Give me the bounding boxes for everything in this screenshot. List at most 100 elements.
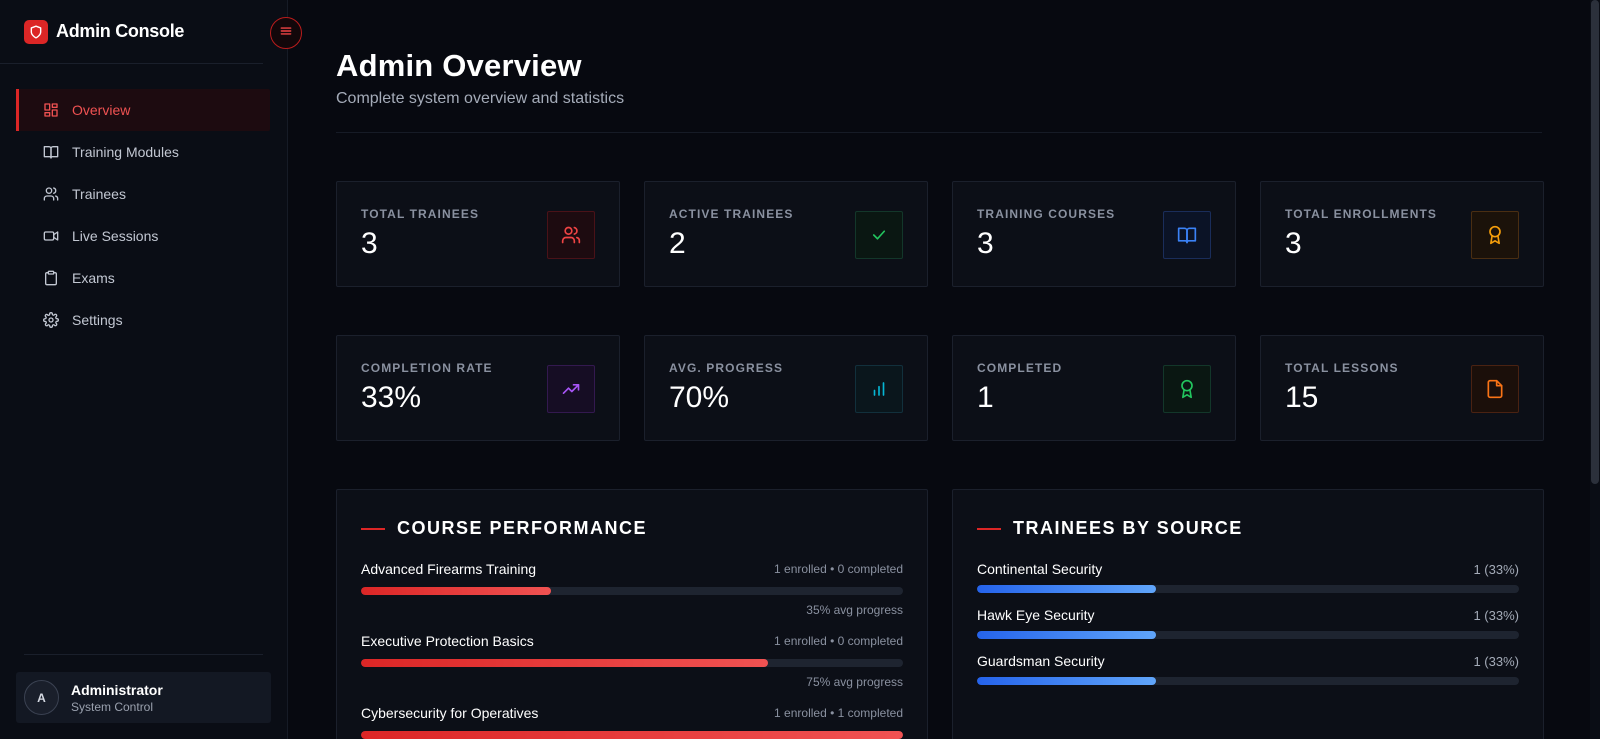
- sidebar: Admin Console Overview Training Modules …: [0, 0, 288, 739]
- menu-icon: [279, 24, 293, 43]
- stat-label: AVG. PROGRESS: [669, 361, 784, 375]
- stats-row-1: TOTAL TRAINEES 3 ACTIVE TRAINEES 2 TRAIN…: [336, 181, 1544, 287]
- user-role: System Control: [71, 699, 154, 714]
- sidebar-item-label: Training Modules: [72, 144, 179, 160]
- source-count: 1 (33%): [1473, 607, 1519, 623]
- video-icon: [43, 228, 59, 244]
- progress-bar: [361, 659, 903, 667]
- source-row[interactable]: Guardsman Security 1 (33%): [977, 653, 1519, 685]
- scrollbar-thumb[interactable]: [1591, 0, 1599, 484]
- course-performance-panel: COURSE PERFORMANCE Advanced Firearms Tra…: [336, 489, 928, 739]
- stat-label: TOTAL TRAINEES: [361, 207, 480, 221]
- stat-label: TRAINING COURSES: [977, 207, 1116, 221]
- file-icon: [1471, 365, 1519, 413]
- brand-title: Admin Console: [56, 21, 185, 41]
- user-profile-card[interactable]: A Administrator System Control: [16, 672, 271, 723]
- sidebar-item-label: Overview: [72, 102, 131, 118]
- course-row[interactable]: Cybersecurity for Operatives 1 enrolled …: [361, 705, 903, 739]
- book-icon: [43, 144, 59, 160]
- source-name: Guardsman Security: [977, 653, 1105, 669]
- dashboard-icon: [43, 102, 59, 118]
- page-header: Admin Overview Complete system overview …: [336, 48, 1542, 108]
- sidebar-item-exams[interactable]: Exams: [16, 257, 270, 299]
- page-subtitle: Complete system overview and statistics: [336, 90, 625, 107]
- stat-card-total-enrollments: TOTAL ENROLLMENTS 3: [1260, 181, 1544, 287]
- stat-card-active-trainees: ACTIVE TRAINEES 2: [644, 181, 928, 287]
- progress-bar: [977, 585, 1519, 593]
- page-scrollbar[interactable]: [1590, 0, 1600, 739]
- stat-label: ACTIVE TRAINEES: [669, 207, 794, 221]
- stat-value: 3: [977, 227, 994, 260]
- stat-label: TOTAL ENROLLMENTS: [1285, 207, 1438, 221]
- users-icon: [547, 211, 595, 259]
- source-row[interactable]: Hawk Eye Security 1 (33%): [977, 607, 1519, 639]
- accent-dash: [977, 527, 1001, 530]
- course-name: Advanced Firearms Training: [361, 561, 537, 577]
- medal-icon: [1163, 365, 1211, 413]
- stat-value: 3: [361, 227, 378, 260]
- source-count: 1 (33%): [1473, 561, 1519, 577]
- sidebar-item-label: Exams: [72, 270, 115, 286]
- sidebar-item-trainees[interactable]: Trainees: [16, 173, 270, 215]
- stat-card-completed: COMPLETED 1: [952, 335, 1236, 441]
- sidebar-nav: Overview Training Modules Trainees Live …: [0, 64, 287, 341]
- course-progress-label: 35% avg progress: [806, 603, 903, 617]
- shield-icon: [24, 19, 48, 44]
- sidebar-item-settings[interactable]: Settings: [16, 299, 270, 341]
- source-row[interactable]: Continental Security 1 (33%): [977, 561, 1519, 593]
- user-info: Administrator System Control: [71, 682, 163, 714]
- progress-bar: [361, 731, 903, 739]
- progress-fill: [977, 585, 1156, 593]
- sidebar-item-label: Live Sessions: [72, 228, 159, 244]
- stat-card-completion-rate: COMPLETION RATE 33%: [336, 335, 620, 441]
- source-name: Continental Security: [977, 561, 1103, 577]
- course-row[interactable]: Advanced Firearms Training 1 enrolled • …: [361, 561, 903, 617]
- course-meta: 1 enrolled • 0 completed: [774, 562, 903, 576]
- course-meta: 1 enrolled • 0 completed: [774, 634, 903, 648]
- stat-value: 2: [669, 227, 686, 260]
- sidebar-item-live-sessions[interactable]: Live Sessions: [16, 215, 270, 257]
- progress-fill: [977, 677, 1156, 685]
- brand[interactable]: Admin Console: [0, 0, 263, 64]
- stat-card-total-trainees: TOTAL TRAINEES 3: [336, 181, 620, 287]
- stat-value: 1: [977, 381, 994, 414]
- progress-fill: [361, 659, 768, 667]
- progress-bar: [977, 631, 1519, 639]
- course-name: Executive Protection Basics: [361, 633, 534, 649]
- panel-header: COURSE PERFORMANCE: [361, 518, 903, 539]
- sidebar-item-overview[interactable]: Overview: [16, 89, 270, 131]
- page-title: Admin Overview: [336, 48, 582, 83]
- check-icon: [855, 211, 903, 259]
- main-content: Admin Overview Complete system overview …: [288, 0, 1600, 739]
- sidebar-item-label: Trainees: [72, 186, 126, 202]
- course-row[interactable]: Executive Protection Basics 1 enrolled •…: [361, 633, 903, 689]
- trending-up-icon: [547, 365, 595, 413]
- sidebar-item-training-modules[interactable]: Training Modules: [16, 131, 270, 173]
- gear-icon: [43, 312, 59, 328]
- sidebar-divider: [24, 654, 263, 655]
- clipboard-icon: [43, 270, 59, 286]
- header-divider: [336, 132, 1542, 133]
- course-meta: 1 enrolled • 1 completed: [774, 706, 903, 720]
- stat-card-training-courses: TRAINING COURSES 3: [952, 181, 1236, 287]
- sidebar-item-label: Settings: [72, 312, 123, 328]
- source-count: 1 (33%): [1473, 653, 1519, 669]
- bar-chart-icon: [855, 365, 903, 413]
- accent-dash: [361, 527, 385, 530]
- progress-fill: [361, 587, 551, 595]
- stat-card-avg-progress: AVG. PROGRESS 70%: [644, 335, 928, 441]
- course-name: Cybersecurity for Operatives: [361, 705, 539, 721]
- stat-label: COMPLETED: [977, 361, 1063, 375]
- stat-value: 15: [1285, 381, 1319, 414]
- book-open-icon: [1163, 211, 1211, 259]
- progress-bar: [977, 677, 1519, 685]
- menu-toggle-button[interactable]: [270, 17, 302, 49]
- stats-row-2: COMPLETION RATE 33% AVG. PROGRESS 70% CO…: [336, 335, 1544, 441]
- award-icon: [1471, 211, 1519, 259]
- panel-header: TRAINEES BY SOURCE: [977, 518, 1519, 539]
- stat-card-total-lessons: TOTAL LESSONS 15: [1260, 335, 1544, 441]
- progress-fill: [361, 731, 903, 739]
- user-name: Administrator: [71, 681, 163, 698]
- stat-value: 70%: [669, 381, 730, 414]
